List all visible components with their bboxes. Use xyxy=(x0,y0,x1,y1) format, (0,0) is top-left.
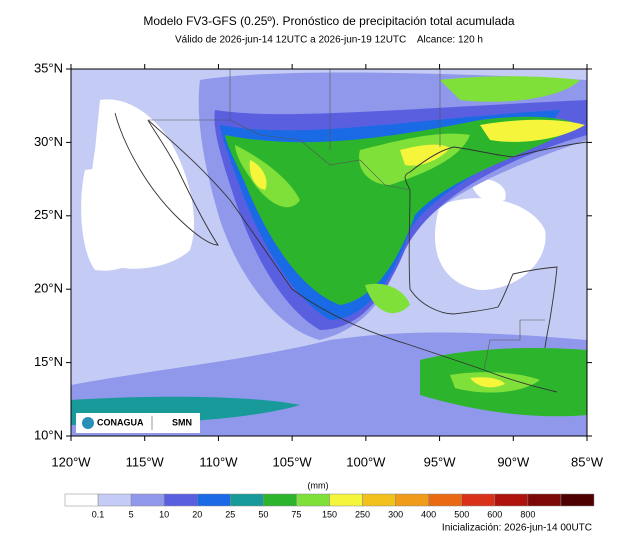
field xyxy=(400,144,450,166)
field xyxy=(225,116,580,305)
colorbar-label: 500 xyxy=(454,509,469,519)
colorbar-label: 5 xyxy=(129,509,134,519)
colorbar-box xyxy=(97,493,132,507)
colorbar-label: 0.1 xyxy=(92,509,105,519)
colorbar-box xyxy=(230,493,264,507)
field xyxy=(480,119,585,142)
lon-label: 115°W xyxy=(126,454,165,469)
colorbar-box xyxy=(329,493,363,507)
title: Modelo FV3-GFS (0.25º). Pronóstico de pr… xyxy=(143,14,515,28)
lat-label: 15°N xyxy=(34,354,63,369)
colorbar-label: 150 xyxy=(322,509,337,519)
lon-label: 90°W xyxy=(497,454,530,469)
lon-label: 120°W xyxy=(51,454,91,469)
map-frame xyxy=(70,68,588,437)
colorbar-box xyxy=(428,493,462,507)
colorbar-box xyxy=(64,493,99,507)
colorbar-box xyxy=(560,493,595,507)
colorbar-label: 400 xyxy=(421,509,436,519)
colorbar-label: 20 xyxy=(192,509,202,519)
field xyxy=(470,178,506,202)
lon-label: 100°W xyxy=(346,454,386,469)
colorbar-box xyxy=(130,493,165,507)
field xyxy=(81,169,160,271)
logo-conagua: CONAGUA xyxy=(97,417,144,427)
colorbar-label: 10 xyxy=(159,509,169,519)
colorbar-label: 25 xyxy=(225,509,235,519)
logo-box xyxy=(76,413,200,433)
precip-field xyxy=(71,69,587,436)
logo-icon xyxy=(82,417,94,429)
colorbar-label: 600 xyxy=(487,509,502,519)
lon-label: 105°W xyxy=(273,454,313,469)
lat-label: 20°N xyxy=(34,281,63,296)
colorbar-label: 75 xyxy=(291,509,301,519)
init-time: Inicialización: 2026-jun-14 00UTC xyxy=(442,523,592,534)
colorbar-box xyxy=(362,493,396,507)
colorbar-box xyxy=(494,493,529,507)
subtitle: Válido de 2026-jun-14 12UTC a 2026-jun-1… xyxy=(175,35,483,46)
colorbar-box xyxy=(527,493,562,507)
colorbar-label: 250 xyxy=(355,509,370,519)
lon-label: 110°W xyxy=(199,454,238,469)
colorbar-box xyxy=(296,493,330,507)
lat-label: 35°N xyxy=(34,60,63,75)
colorbar-box xyxy=(461,493,496,507)
lat-label: 10°N xyxy=(34,427,63,442)
colorbar-unit: (mm) xyxy=(308,480,329,490)
colorbar-box xyxy=(395,493,429,507)
logo-smn: SMN xyxy=(172,417,192,427)
field xyxy=(249,160,267,190)
colorbar-label: 300 xyxy=(388,509,403,519)
field xyxy=(434,198,546,290)
colorbar-box xyxy=(163,493,198,507)
lat-label: 30°N xyxy=(34,134,63,149)
lon-label: 95°W xyxy=(424,454,457,469)
field xyxy=(470,377,505,388)
field xyxy=(235,145,300,208)
colorbar-label: 800 xyxy=(520,509,535,519)
colorbar-box xyxy=(197,493,231,507)
colorbar-label: 50 xyxy=(258,509,268,519)
field xyxy=(365,283,410,314)
lat-label: 25°N xyxy=(34,207,63,222)
field xyxy=(440,76,580,102)
colorbar-box xyxy=(263,493,297,507)
lon-label: 85°W xyxy=(571,454,604,469)
